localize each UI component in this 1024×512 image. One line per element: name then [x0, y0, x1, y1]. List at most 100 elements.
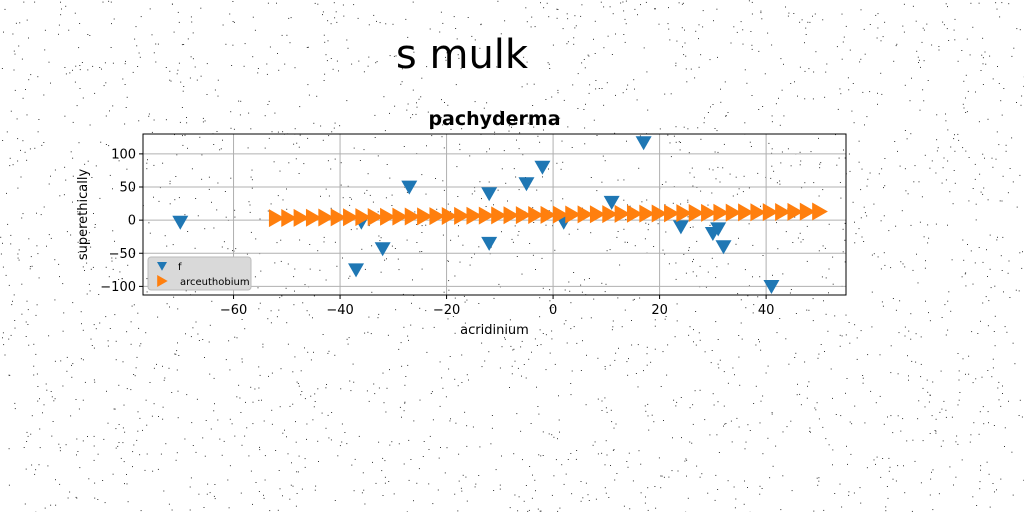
noise-dot: [615, 352, 617, 354]
noise-dot: [105, 144, 107, 145]
noise-dot: [264, 147, 266, 149]
noise-dot: [270, 322, 272, 324]
noise-dot: [514, 360, 516, 362]
noise-dot: [94, 224, 96, 225]
noise-dot: [310, 359, 312, 361]
noise-dot: [301, 488, 303, 490]
noise-dot: [361, 248, 363, 250]
noise-dot: [749, 141, 751, 143]
noise-dot: [149, 8, 151, 10]
noise-dot: [397, 258, 399, 260]
noise-dot: [945, 113, 946, 115]
noise-dot: [915, 361, 917, 363]
noise-dot: [683, 126, 685, 128]
noise-dot: [938, 493, 940, 495]
noise-dot: [479, 446, 481, 448]
noise-dot: [978, 247, 980, 248]
noise-dot: [156, 363, 157, 365]
noise-dot: [947, 224, 948, 226]
noise-dot: [757, 172, 759, 174]
noise-dot: [459, 143, 461, 145]
noise-dot: [426, 145, 427, 147]
noise-dot: [66, 370, 68, 372]
noise-dot: [701, 473, 703, 475]
noise-dot: [416, 224, 418, 225]
noise-dot: [75, 399, 77, 400]
noise-dot: [133, 374, 135, 375]
noise-dot: [415, 113, 417, 115]
noise-dot: [286, 208, 288, 210]
noise-dot: [542, 455, 544, 456]
noise-dot: [84, 381, 86, 383]
noise-dot: [593, 38, 594, 40]
noise-dot: [873, 253, 875, 255]
noise-dot: [480, 24, 482, 26]
noise-dot: [250, 470, 252, 472]
x-tick-label: −40: [326, 303, 353, 318]
noise-dot: [557, 89, 559, 91]
noise-dot: [946, 28, 948, 30]
legend-box: [147, 256, 252, 291]
noise-dot: [217, 419, 219, 421]
noise-dot: [466, 374, 468, 376]
noise-dot: [384, 482, 386, 484]
noise-dot: [842, 251, 844, 253]
noise-dot: [198, 340, 200, 341]
noise-dot: [22, 213, 24, 215]
noise-dot: [951, 416, 953, 418]
noise-dot: [553, 475, 555, 477]
noise-dot: [604, 487, 606, 489]
noise-dot: [557, 510, 559, 512]
noise-dot: [281, 295, 283, 297]
noise-dot: [432, 419, 434, 421]
noise-dot: [644, 502, 646, 504]
noise-dot: [392, 23, 394, 25]
noise-dot: [715, 474, 717, 476]
noise-dot: [331, 131, 333, 133]
noise-dot: [289, 42, 291, 44]
noise-dot: [818, 480, 820, 482]
noise-dot: [882, 458, 884, 459]
noise-dot: [886, 486, 888, 487]
noise-dot: [469, 155, 471, 157]
noise-dot: [699, 265, 701, 267]
noise-dot: [521, 86, 523, 88]
noise-dot: [235, 248, 237, 250]
noise-dot: [46, 245, 47, 247]
point-arceuthobium: [589, 205, 606, 224]
noise-dot: [895, 225, 897, 227]
noise-dot: [169, 70, 171, 72]
noise-dot: [333, 127, 335, 129]
noise-dot: [902, 418, 904, 420]
noise-dot: [407, 335, 409, 337]
noise-dot: [255, 482, 257, 483]
noise-dot: [172, 244, 174, 246]
noise-dot: [431, 135, 433, 137]
noise-dot: [132, 71, 134, 73]
noise-dot: [996, 489, 997, 491]
noise-dot: [847, 463, 848, 465]
noise-dot: [252, 423, 254, 425]
noise-dot: [207, 483, 209, 485]
noise-dot: [948, 40, 950, 41]
noise-dot: [268, 137, 270, 139]
noise-dot: [875, 402, 877, 404]
noise-dot: [447, 318, 449, 320]
noise-dot: [448, 280, 450, 282]
noise-dot: [546, 2, 548, 4]
noise-dot: [992, 483, 994, 484]
noise-dot: [760, 349, 762, 351]
noise-dot: [568, 233, 570, 235]
noise-dot: [916, 253, 917, 255]
noise-dot: [518, 189, 520, 191]
noise-dot: [1008, 400, 1009, 402]
noise-dot: [2, 266, 4, 268]
noise-dot: [615, 94, 616, 96]
noise-dot: [87, 69, 89, 71]
noise-dot: [585, 482, 587, 484]
noise-dot: [936, 150, 938, 152]
noise-dot: [8, 448, 10, 450]
noise-dot: [23, 447, 25, 448]
noise-dot: [687, 497, 689, 499]
noise-dot: [148, 115, 150, 117]
